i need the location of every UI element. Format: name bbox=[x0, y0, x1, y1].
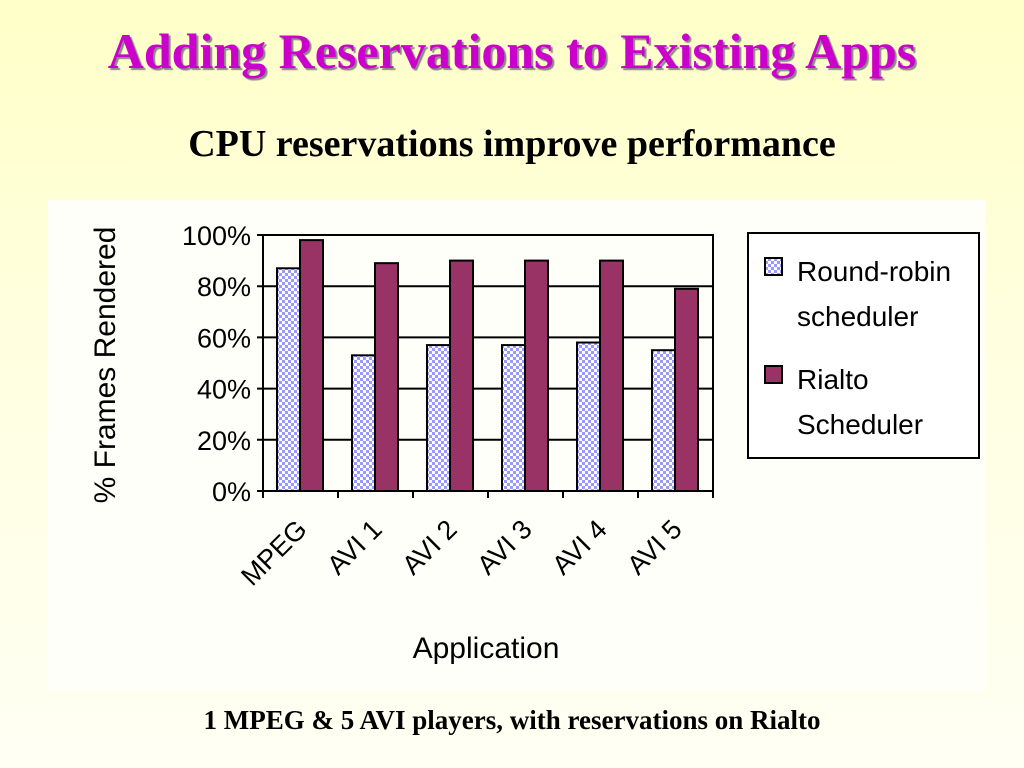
legend-swatch bbox=[764, 365, 783, 384]
slide-footer: 1 MPEG & 5 AVI players, with reservation… bbox=[203, 705, 821, 735]
x-tick-label: AVI 1 bbox=[321, 514, 388, 581]
x-tick-label: AVI 4 bbox=[546, 514, 613, 581]
slide-title: Adding Reservations to Existing Apps bbox=[107, 23, 917, 79]
y-axis-label: % Frames Rendered bbox=[89, 227, 122, 504]
legend-label: scheduler bbox=[797, 301, 918, 332]
bar-rialto bbox=[599, 259, 624, 492]
bar-round-robin bbox=[576, 341, 601, 492]
x-axis-label: Application bbox=[413, 632, 560, 665]
y-tick-label: 40% bbox=[197, 375, 251, 405]
bar-rialto bbox=[524, 259, 549, 492]
bar-round-robin bbox=[276, 267, 301, 492]
bar-rialto bbox=[449, 259, 474, 492]
bar-round-robin bbox=[426, 344, 451, 492]
x-tick-label: AVI 5 bbox=[621, 514, 688, 581]
bar-rialto bbox=[674, 287, 699, 493]
y-tick-label: 20% bbox=[197, 426, 251, 456]
y-tick-label: 80% bbox=[197, 272, 251, 302]
plot-frame bbox=[262, 234, 714, 492]
y-tick-label: 60% bbox=[197, 323, 251, 353]
slide-subtitle: CPU reservations improve performance bbox=[188, 123, 836, 165]
y-tick-label: 100% bbox=[182, 221, 251, 251]
x-tick-label: MPEG bbox=[235, 514, 312, 591]
bar-round-robin bbox=[501, 344, 526, 492]
legend: Round-robin scheduler Rialto Scheduler bbox=[747, 232, 980, 459]
legend-label: Scheduler bbox=[797, 409, 923, 440]
bar-round-robin bbox=[651, 349, 676, 493]
bar-round-robin bbox=[351, 354, 376, 492]
legend-swatch bbox=[764, 257, 783, 276]
legend-label: Rialto bbox=[797, 364, 869, 395]
bar-rialto bbox=[299, 239, 324, 492]
x-tick-label: AVI 3 bbox=[471, 514, 538, 581]
y-tick-label: 0% bbox=[212, 477, 251, 507]
bar-rialto bbox=[374, 262, 399, 492]
legend-label: Round-robin bbox=[797, 256, 951, 287]
x-tick-label: AVI 2 bbox=[396, 514, 463, 581]
